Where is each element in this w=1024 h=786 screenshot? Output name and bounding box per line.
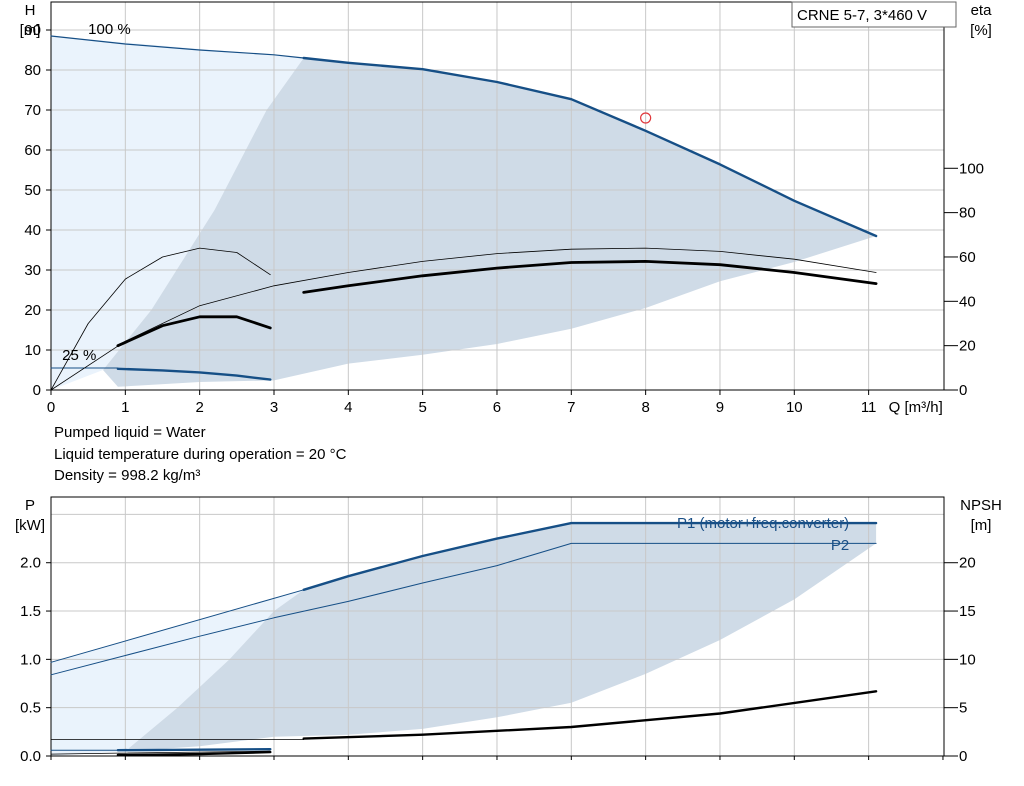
power_npsh-series-npsh_thick-8 (302, 690, 878, 740)
info-pumped-liquid: Pumped liquid = Water (54, 424, 206, 441)
head_efficiency-annotation: 100 % (88, 21, 131, 38)
legend-box-label: CRNE 5-7, 3*460 V (797, 7, 927, 24)
head_efficiency-xtick-label: 1 (121, 399, 129, 416)
power_npsh-series-p1_thin-0 (50, 589, 305, 663)
power_npsh-y2tick-label: 15 (959, 603, 976, 620)
head_efficiency-ytick-label: 60 (24, 142, 41, 159)
head_efficiency-ytick-label: 50 (24, 182, 41, 199)
head_efficiency-xtick-label: 8 (641, 399, 649, 416)
power_npsh-series-low_thick-4 (116, 748, 272, 752)
head_efficiency-ylabel: [m] (20, 22, 41, 39)
head_efficiency-y2tick-label: 60 (959, 249, 976, 266)
power_npsh-ytick-label: 0.0 (20, 748, 41, 765)
head_efficiency-xtick-label: 7 (567, 399, 575, 416)
head_efficiency-y2tick-label: 40 (959, 293, 976, 310)
head_efficiency-series-eta_thin-4 (50, 247, 271, 391)
power_npsh-ytick-label: 1.0 (20, 651, 41, 668)
head_efficiency-xtick-label: 0 (47, 399, 55, 416)
info-liquid-temperature: Liquid temperature during operation = 20… (54, 446, 347, 463)
info-density: Density = 998.2 kg/m³ (54, 467, 201, 484)
head_efficiency-xtick-label: 4 (344, 399, 352, 416)
head_efficiency-ytick-label: 90 (24, 22, 41, 39)
power_npsh-y2label: NPSH (960, 497, 1002, 514)
power_npsh-y2tick-label: 10 (959, 651, 976, 668)
power_npsh-ylabel: [kW] (15, 517, 45, 534)
power_npsh-series-p2_thin-2 (50, 542, 877, 676)
power_npsh-ytick-label: 0.5 (20, 700, 41, 717)
head_efficiency-xtick-label: 3 (270, 399, 278, 416)
power_npsh-frame (50, 496, 945, 757)
head_efficiency-ytick-label: 10 (24, 342, 41, 359)
head_efficiency-duty-point-marker (640, 112, 652, 124)
power_npsh-region-mid (125, 523, 877, 752)
power_npsh-series-npsh_thick-7 (116, 750, 272, 757)
power_npsh-ytick-label: 1.5 (20, 603, 41, 620)
power_npsh-series-npsh_thin-6 (50, 750, 271, 755)
power_npsh-region-light (51, 589, 304, 756)
head_efficiency-ytick-label: 30 (24, 262, 41, 279)
head_efficiency-y2label: [%] (970, 22, 992, 39)
head_efficiency-xlabel: Q [m³/h] (889, 399, 943, 416)
power_npsh-series-p1_thick-1 (302, 521, 878, 591)
head_efficiency-ytick-label: 40 (24, 222, 41, 239)
head_efficiency-annotation: 25 % (62, 347, 96, 364)
head_efficiency-series-head_thick-1 (302, 56, 878, 238)
power_npsh-y2tick-label: 20 (959, 555, 976, 572)
head_efficiency-xtick-label: 10 (786, 399, 803, 416)
head_efficiency-series-eta_thick-6 (116, 315, 272, 348)
head_efficiency-xtick-label: 5 (418, 399, 426, 416)
head_efficiency-ytick-label: 0 (33, 382, 41, 399)
head_efficiency-series-head_low_thick-3 (116, 367, 272, 381)
power_npsh-ytick-label: 2.0 (20, 555, 41, 572)
head_efficiency-xtick-label: 6 (493, 399, 501, 416)
power_npsh-y2tick-label: 5 (959, 700, 967, 717)
head_efficiency-series-head_thin-0 (50, 35, 305, 59)
power_npsh-y2label: [m] (971, 517, 992, 534)
head_efficiency-ytick-label: 80 (24, 62, 41, 79)
head_efficiency-ylabel: H (25, 2, 36, 19)
power_npsh-series-label: P1 (motor+freq.converter) (677, 515, 849, 532)
head_efficiency-y2label: eta (971, 2, 993, 19)
head_efficiency-series-eta_thick-7 (302, 260, 878, 294)
legend-box (791, 1, 957, 28)
head_efficiency-xtick-label: 11 (861, 399, 877, 416)
head_efficiency-y2tick-label: 100 (959, 160, 984, 177)
head_efficiency-y2tick-label: 20 (959, 338, 976, 355)
head_efficiency-region-light (51, 36, 304, 390)
power_npsh-ylabel: P (25, 497, 35, 514)
head_efficiency-y2tick-label: 80 (959, 205, 976, 222)
head_efficiency-xtick-label: 9 (716, 399, 724, 416)
head_efficiency-y2tick-label: 0 (959, 382, 967, 399)
power_npsh-series-label: P2 (831, 537, 849, 554)
head_efficiency-series-eta_thin-5 (50, 247, 877, 391)
power_npsh-y2tick-label: 0 (959, 748, 967, 765)
head_efficiency-region-mid (103, 58, 877, 387)
head_efficiency-frame (50, 1, 945, 391)
head_efficiency-xtick-label: 2 (195, 399, 203, 416)
head_efficiency-ytick-label: 70 (24, 102, 41, 119)
head_efficiency-ytick-label: 20 (24, 302, 41, 319)
